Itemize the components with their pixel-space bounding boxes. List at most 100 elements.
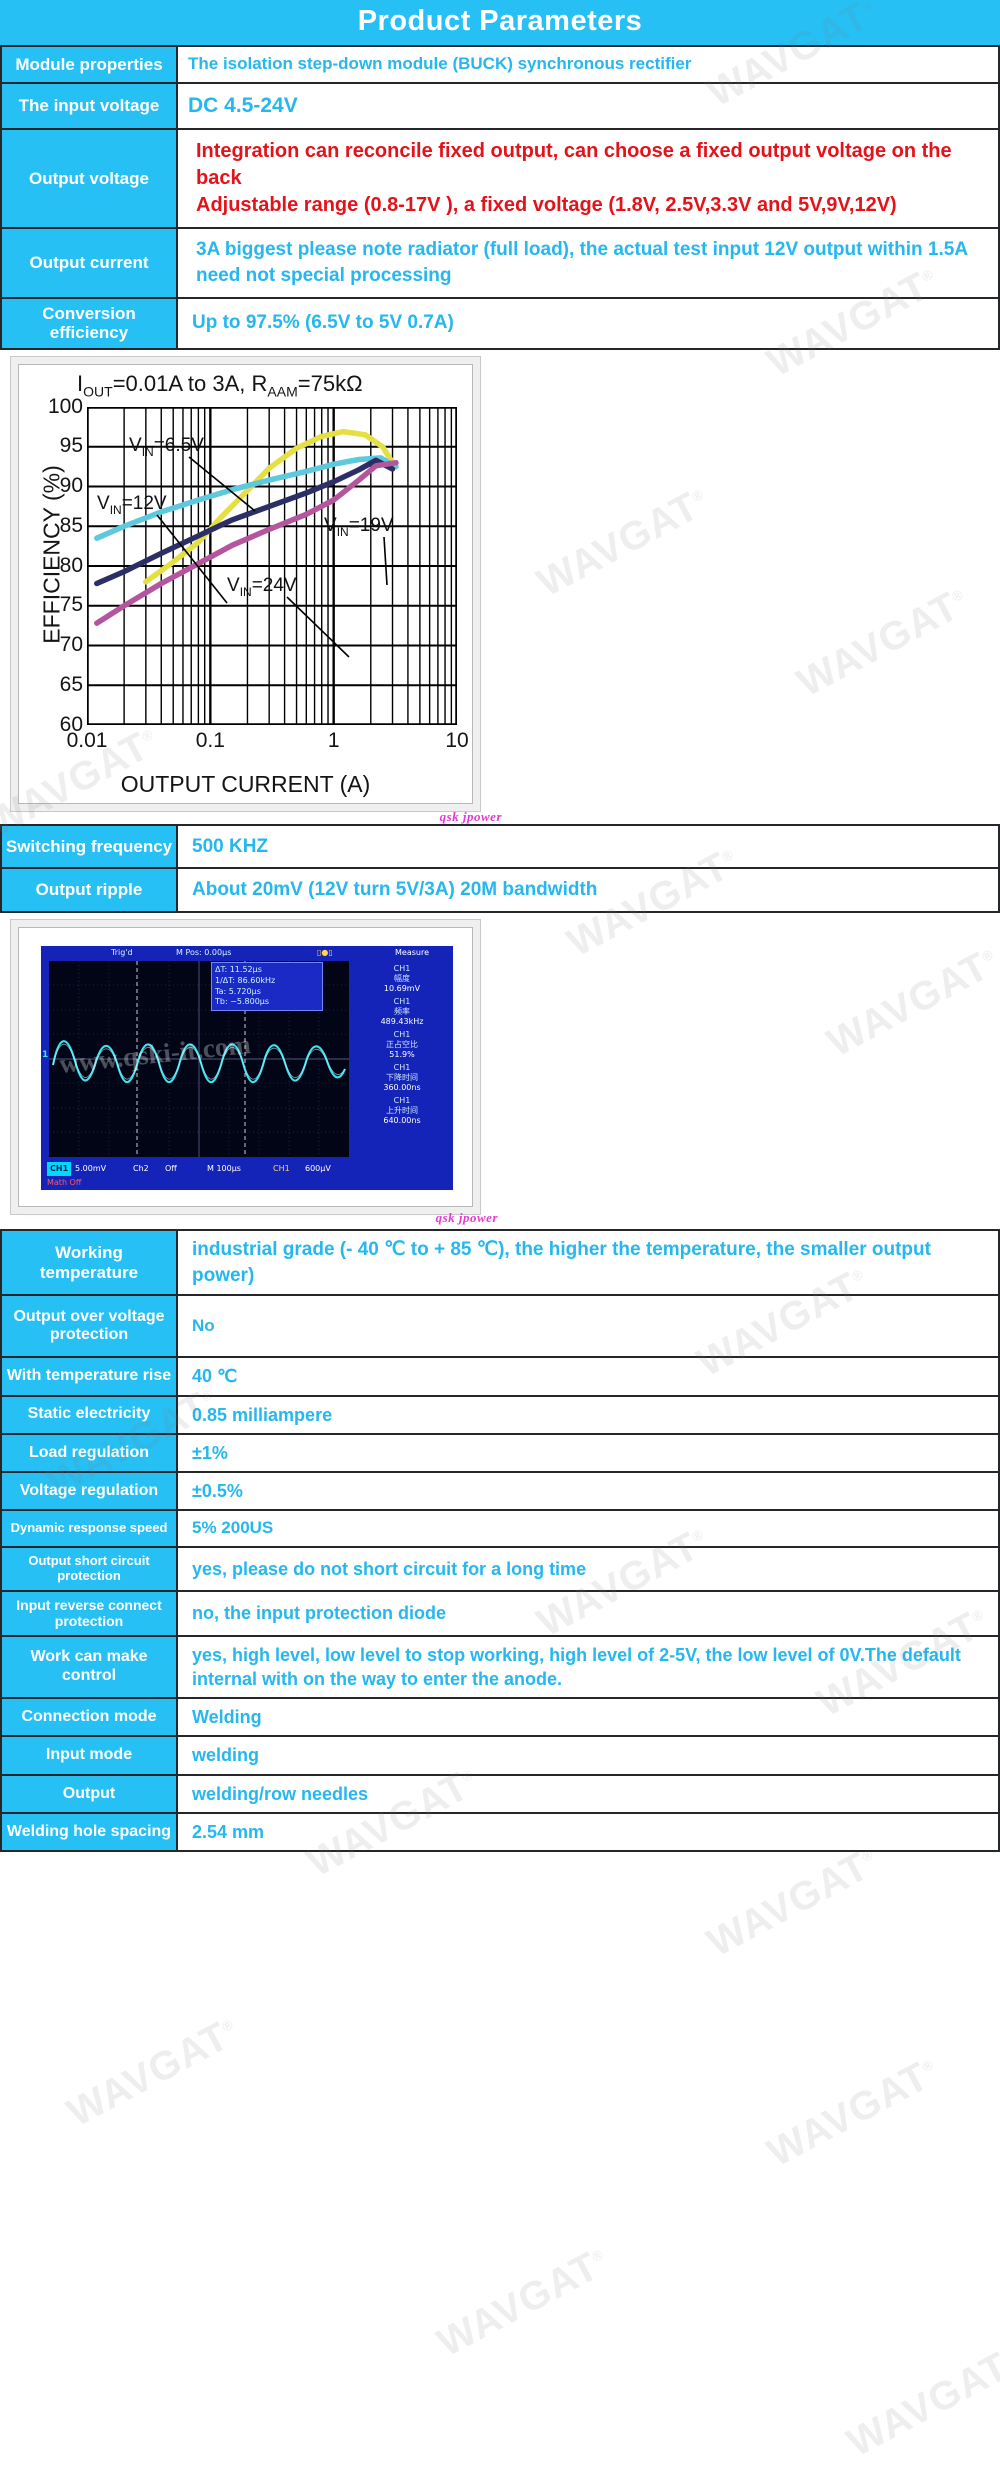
chart-y-tick-label: 85	[59, 513, 83, 537]
watermark-brand: WAVGAT®	[840, 2344, 1000, 2466]
row-value: No	[176, 1294, 1000, 1359]
chart-y-tick-label: 80	[59, 553, 83, 577]
row-value: 40 ℃	[176, 1356, 1000, 1397]
row-value: 3A biggest please note radiator (full lo…	[176, 227, 1000, 299]
measure-name: 频率	[394, 1006, 410, 1016]
scope-cursor-readout: ΔT: 11.52µs 1/ΔT: 86.60kHz Ta: 5.720µs T…	[211, 961, 323, 1012]
row-value: 2.54 mm	[176, 1812, 1000, 1853]
scope-top-bar: Trig'd M Pos: 0.00µs ▯●▯ Measure	[41, 946, 453, 959]
spec-table-top-body: Module properties The isolation step-dow…	[0, 45, 1000, 350]
page-title: Product Parameters	[0, 0, 1000, 45]
row-value: yes, high level, low level to stop worki…	[176, 1634, 1000, 1700]
table-row: Output voltage Integration can reconcile…	[0, 128, 1000, 230]
row-value: no, the input protection diode	[176, 1590, 1000, 1637]
row-value: 5% 200US	[176, 1509, 1000, 1549]
measure-channel: CH1	[393, 1062, 411, 1072]
measure-item: CH1 频率 489.43kHz	[353, 997, 451, 1027]
scope-math-status: Math Off	[41, 1177, 453, 1189]
row-value: Welding	[176, 1697, 1000, 1738]
table-row: Dynamic response speed 5% 200US	[0, 1509, 1000, 1549]
table-row: Output ripple About 20mV (12V turn 5V/3A…	[0, 867, 1000, 913]
row-key: Output	[0, 1773, 178, 1815]
scope-time-position: M Pos: 0.00µs	[176, 947, 232, 957]
row-value: welding/row needles	[176, 1773, 1000, 1815]
spec-table-mid-body: Switching frequency 500 KHZ Output rippl…	[0, 823, 1000, 913]
scope-measure-panel: CH1 幅度 10.69mV CH1 频率 489.43kHz CH1 正占空比…	[353, 960, 451, 1157]
scope-trig-status: Trig'd	[111, 947, 133, 957]
row-key: Input mode	[0, 1735, 178, 1776]
table-row: Connection mode Welding	[0, 1697, 1000, 1738]
chart-y-tick-label: 65	[59, 672, 83, 696]
chart-title: IOUT=0.01A to 3A, RAAM=75kΩ	[77, 370, 363, 400]
chart-y-tick-label: 95	[59, 434, 83, 458]
row-value: About 20mV (12V turn 5V/3A) 20M bandwidt…	[176, 867, 1000, 913]
table-row: Output welding/row needles	[0, 1773, 1000, 1815]
table-row: Input mode welding	[0, 1735, 1000, 1776]
table-row: The input voltage DC 4.5-24V	[0, 81, 1000, 131]
measure-channel: CH1	[393, 1029, 411, 1039]
channel-marker-icon: 1	[42, 1049, 49, 1060]
measure-value: 10.69mV	[383, 983, 421, 993]
scope-ch2-state: Off	[165, 1163, 177, 1173]
table-row: Switching frequency 500 KHZ	[0, 823, 1000, 870]
measure-value: 51.9%	[389, 1049, 415, 1059]
row-value: DC 4.5-24V	[176, 81, 1000, 131]
row-key: Load regulation	[0, 1432, 178, 1474]
chart-y-tick-label: 100	[47, 394, 83, 418]
row-value: The isolation step-down module (BUCK) sy…	[176, 45, 1000, 84]
table-row: Load regulation ±1%	[0, 1432, 1000, 1474]
chart-y-ticks: 60 65 70 75 80 85 90 95 100	[27, 395, 83, 736]
scope-math-label: Math Off	[47, 1177, 82, 1187]
row-value: ±1%	[176, 1432, 1000, 1474]
oscilloscope-figure: Trig'd M Pos: 0.00µs ▯●▯ Measure	[0, 913, 1000, 1225]
scope-ch2-label: Ch2	[133, 1163, 149, 1173]
table-row: Static electricity 0.85 milliampere	[0, 1394, 1000, 1435]
measure-name: 幅度	[394, 973, 410, 983]
measure-channel: CH1	[393, 1095, 411, 1105]
scope-screen: Trig'd M Pos: 0.00µs ▯●▯ Measure	[41, 945, 453, 1190]
row-key: Work can make control	[0, 1634, 178, 1700]
chart-x-axis-label: OUTPUT CURRENT (A)	[120, 770, 371, 797]
spec-table-top: Module properties The isolation step-dow…	[0, 45, 1000, 350]
watermark-brand: WAVGAT®	[700, 1844, 877, 1966]
row-value: yes, please do not short circuit for a l…	[176, 1546, 1000, 1593]
table-row: Conversion efficiency Up to 97.5% (6.5V …	[0, 296, 1000, 350]
row-key: Connection mode	[0, 1697, 178, 1738]
row-value: welding	[176, 1735, 1000, 1776]
chart-y-tick-label: 75	[59, 593, 83, 617]
spec-table-mid: Switching frequency 500 KHZ Output rippl…	[0, 823, 1000, 913]
usb-icon: ▯●▯	[317, 947, 333, 957]
row-value: 0.85 milliampere	[176, 1394, 1000, 1435]
spec-table-bottom: Working temperature industrial grade (- 4…	[0, 1228, 1000, 1853]
cursor-line: Ta: 5.720µs	[215, 986, 261, 996]
chart-y-tick-label: 70	[59, 633, 83, 657]
row-key: Static electricity	[0, 1394, 178, 1435]
row-key: Output voltage	[0, 128, 178, 230]
chart-y-tick-label: 60	[59, 712, 83, 736]
table-row: Output short circuit protection yes, plea…	[0, 1546, 1000, 1593]
row-value: Up to 97.5% (6.5V to 5V 0.7A)	[176, 296, 1000, 350]
cursor-line: 1/ΔT: 86.60kHz	[215, 975, 276, 985]
chart-credit: qsk jpower	[439, 808, 502, 824]
table-row: Welding hole spacing 2.54 mm	[0, 1812, 1000, 1853]
scope-bottom-bar: CH1 5.00mV Ch2 Off M 100µs CH1 600µV	[41, 1161, 453, 1176]
chart-x-tick-label: 10	[445, 728, 469, 752]
scope-photo: Trig'd M Pos: 0.00µs ▯●▯ Measure	[19, 927, 472, 1206]
row-key: Welding hole spacing	[0, 1812, 178, 1853]
measure-value: 640.00ns	[383, 1115, 421, 1125]
efficiency-chart: IOUT=0.01A to 3A, RAAM=75kΩ EFFICIENCY (…	[19, 365, 472, 803]
spec-table-bottom-body: Working temperature industrial grade (- 4…	[0, 1228, 1000, 1853]
measure-item: CH1 幅度 10.69mV	[353, 964, 451, 994]
cursor-line: ΔT: 11.52µs	[215, 964, 262, 974]
measure-name: 下降时间	[386, 1072, 418, 1082]
table-row: Output current 3A biggest please note ra…	[0, 227, 1000, 299]
measure-item: CH1 正占空比 51.9%	[353, 1030, 451, 1060]
scope-trig-level: 600µV	[305, 1163, 331, 1173]
measure-name: 正占空比	[386, 1039, 418, 1049]
row-key: Output short circuit protection	[0, 1546, 178, 1593]
table-row: Working temperature industrial grade (- 4…	[0, 1228, 1000, 1297]
chart-x-tick-label: 0.01	[66, 728, 108, 752]
row-key: Working temperature	[0, 1228, 178, 1297]
cursor-line: Tb: −5.800µs	[215, 997, 270, 1007]
row-key: Output current	[0, 227, 178, 299]
